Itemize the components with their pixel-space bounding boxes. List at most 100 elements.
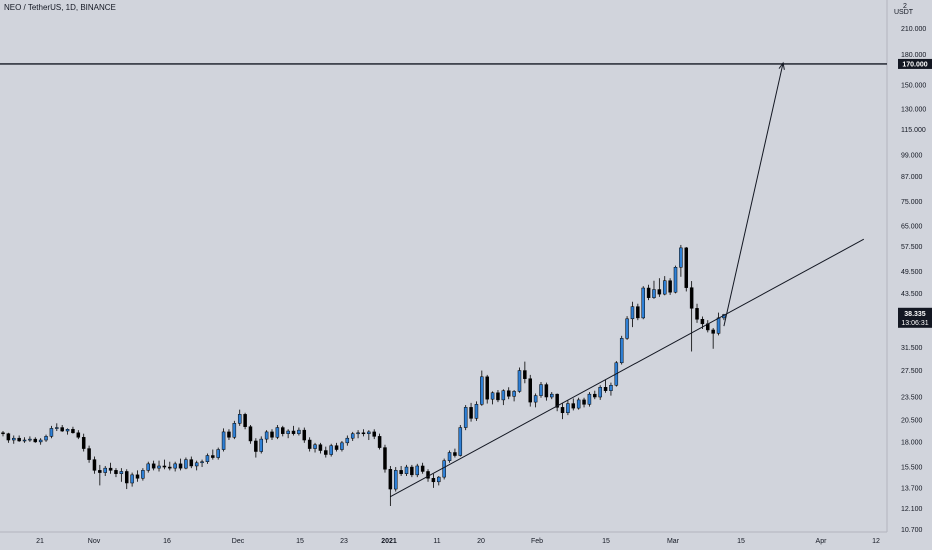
candle-body — [345, 437, 350, 444]
candle — [232, 420, 237, 440]
candle-body — [442, 460, 446, 478]
candle — [22, 437, 27, 443]
candle — [442, 458, 446, 480]
candle — [87, 445, 91, 463]
candle-body — [318, 444, 323, 451]
candle — [587, 392, 592, 407]
candle — [474, 401, 479, 421]
candle-body — [65, 429, 70, 432]
time-label: Mar — [667, 538, 680, 545]
candle — [458, 425, 463, 457]
candle-body — [98, 470, 102, 473]
time-axis[interactable]: 21 Nov 16 Dec 15 23 2021 11 20 Feb 15 Mar 15 Apr 12 — [36, 538, 880, 545]
candle-body — [630, 306, 635, 320]
candle — [157, 460, 161, 472]
candle-body — [44, 436, 48, 441]
candle — [38, 438, 43, 445]
candle-body — [453, 452, 457, 456]
candle-body — [609, 385, 613, 391]
candle — [178, 458, 183, 471]
candle-body — [641, 287, 645, 319]
candle — [485, 374, 489, 404]
candle-body — [291, 430, 296, 434]
candle-body — [533, 395, 538, 403]
candle-body — [141, 470, 145, 479]
candle — [415, 463, 420, 478]
candle — [324, 446, 328, 458]
candle-body — [560, 407, 565, 414]
candle-body — [189, 459, 194, 467]
candle-body — [539, 384, 543, 396]
candle — [92, 456, 97, 474]
candle-body — [216, 449, 220, 458]
candle-body — [603, 387, 608, 391]
candle — [227, 429, 231, 441]
price-label: 20.500 — [901, 418, 923, 425]
candle-body — [1, 432, 5, 435]
time-label: 12 — [872, 538, 880, 545]
candle-body — [178, 463, 183, 469]
candle — [383, 444, 387, 473]
price-label: 99.000 — [901, 152, 923, 159]
candle — [496, 389, 500, 403]
resistance-badge — [898, 58, 932, 69]
price-label: 87.000 — [901, 174, 923, 181]
candle — [162, 459, 167, 470]
time-label: 2021 — [381, 538, 397, 545]
price-label: 49.500 — [901, 269, 923, 276]
candle-body — [232, 423, 237, 438]
candle — [119, 468, 124, 482]
candle — [372, 429, 376, 440]
price-label: 57.500 — [901, 244, 923, 251]
candle — [420, 462, 425, 474]
price-label: 10.700 — [901, 527, 923, 534]
candle — [1, 431, 5, 437]
price-axis-unit: USDT — [894, 9, 914, 16]
candle — [706, 320, 710, 333]
candle — [49, 425, 54, 439]
candle — [243, 412, 247, 430]
candle — [539, 381, 543, 398]
candle-body — [700, 318, 705, 325]
candle-body — [275, 427, 280, 438]
candle — [17, 435, 21, 442]
candle-body — [485, 376, 489, 400]
candle-body — [350, 433, 355, 439]
price-label: 115.000 — [901, 127, 926, 134]
price-axis-bg — [888, 0, 932, 550]
candle-body — [81, 437, 86, 449]
candle — [189, 456, 194, 469]
last-price-label: 38.335 — [904, 311, 926, 318]
candle-body — [657, 289, 662, 295]
candle — [259, 436, 263, 454]
candle — [216, 447, 220, 460]
candle-body — [307, 439, 312, 449]
candle — [550, 392, 554, 400]
time-label: Nov — [88, 538, 101, 545]
candle — [307, 437, 312, 452]
price-label: 210.000 — [901, 26, 926, 33]
candle-body — [458, 427, 463, 456]
candle-body — [469, 407, 473, 419]
candle-body — [517, 370, 522, 392]
candle-body — [646, 287, 651, 298]
candle — [463, 405, 468, 431]
candle — [367, 430, 371, 441]
candle-body — [114, 470, 118, 474]
candle — [184, 457, 188, 470]
price-label: 43.500 — [901, 291, 923, 298]
support-trend-line — [390, 238, 865, 498]
candle-body — [523, 370, 527, 379]
candle-body — [689, 287, 694, 309]
candle-body — [200, 461, 204, 464]
candle-body — [324, 450, 328, 455]
candle — [151, 460, 156, 471]
time-label: 20 — [477, 538, 485, 545]
symbol-title: NEO / TetherUS, 1D, BINANCE — [4, 3, 116, 12]
candle-body — [103, 467, 107, 473]
candle — [609, 382, 613, 396]
candle-body — [17, 437, 21, 442]
candle-body — [71, 429, 75, 434]
